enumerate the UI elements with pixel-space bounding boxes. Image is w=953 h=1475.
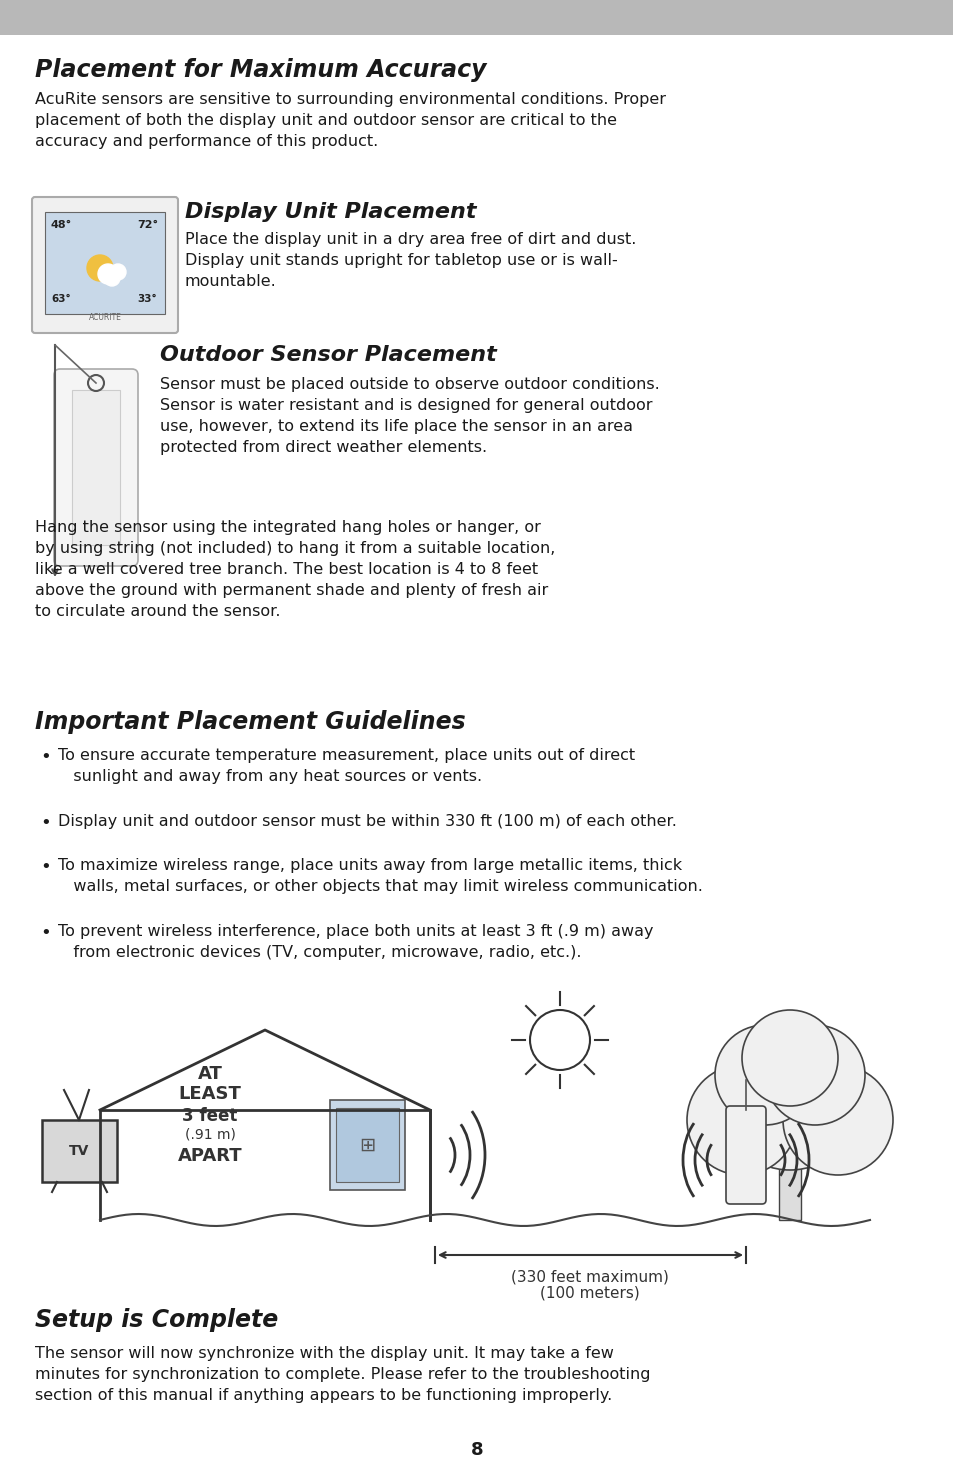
Circle shape — [686, 1065, 796, 1176]
Text: •: • — [40, 748, 51, 766]
Text: ⊞: ⊞ — [358, 1136, 375, 1155]
Text: To maximize wireless range, place units away from large metallic items, thick
  : To maximize wireless range, place units … — [58, 858, 702, 894]
Text: LEAST: LEAST — [178, 1086, 241, 1103]
Circle shape — [714, 1025, 814, 1125]
Text: The sensor will now synchronize with the display unit. It may take a few
minutes: The sensor will now synchronize with the… — [35, 1347, 650, 1403]
Bar — [779, 1140, 801, 1220]
Text: Setup is Complete: Setup is Complete — [35, 1308, 278, 1332]
Text: AT: AT — [197, 1065, 222, 1083]
Circle shape — [782, 1065, 892, 1176]
Bar — [42, 1120, 117, 1181]
Text: 33°: 33° — [137, 294, 156, 304]
Circle shape — [110, 264, 126, 280]
Text: ACURITE: ACURITE — [89, 313, 121, 322]
Circle shape — [87, 255, 112, 282]
Text: (.91 m): (.91 m) — [184, 1127, 235, 1142]
Circle shape — [720, 1030, 859, 1170]
Text: 3 feet: 3 feet — [182, 1108, 237, 1125]
Circle shape — [741, 1010, 837, 1106]
Text: Sensor must be placed outside to observe outdoor conditions.
Sensor is water res: Sensor must be placed outside to observe… — [160, 378, 659, 454]
Text: •: • — [40, 814, 51, 832]
Text: TV: TV — [69, 1145, 89, 1158]
Bar — [0, 0, 953, 35]
Text: To prevent wireless interference, place both units at least 3 ft (.9 m) away
   : To prevent wireless interference, place … — [58, 923, 653, 960]
Text: AcuRite sensors are sensitive to surrounding environmental conditions. Proper
pl: AcuRite sensors are sensitive to surroun… — [35, 91, 665, 149]
Text: •: • — [40, 923, 51, 943]
Text: Display unit and outdoor sensor must be within 330 ft (100 m) of each other.: Display unit and outdoor sensor must be … — [58, 814, 677, 829]
Text: To ensure accurate temperature measurement, place units out of direct
   sunligh: To ensure accurate temperature measureme… — [58, 748, 635, 785]
Bar — [330, 1100, 405, 1190]
Text: 63°: 63° — [51, 294, 71, 304]
Text: Outdoor Sensor Placement: Outdoor Sensor Placement — [160, 345, 497, 364]
Text: Hang the sensor using the integrated hang holes or hanger, or
by using string (n: Hang the sensor using the integrated han… — [35, 521, 555, 620]
Text: Placement for Maximum Accuracy: Placement for Maximum Accuracy — [35, 58, 486, 83]
Text: Important Placement Guidelines: Important Placement Guidelines — [35, 709, 465, 735]
Text: 72°: 72° — [137, 220, 158, 230]
Circle shape — [98, 264, 118, 285]
Bar — [71, 389, 120, 544]
Bar — [335, 1108, 398, 1181]
FancyBboxPatch shape — [725, 1106, 765, 1204]
Text: (100 meters): (100 meters) — [539, 1285, 639, 1299]
Text: Display Unit Placement: Display Unit Placement — [185, 202, 476, 223]
Text: 8: 8 — [470, 1441, 483, 1459]
Text: Place the display unit in a dry area free of dirt and dust.
Display unit stands : Place the display unit in a dry area fre… — [185, 232, 636, 289]
Text: •: • — [40, 858, 51, 876]
FancyBboxPatch shape — [54, 369, 138, 566]
Text: (330 feet maximum): (330 feet maximum) — [511, 1268, 668, 1285]
Circle shape — [764, 1025, 864, 1125]
Bar — [45, 212, 165, 314]
FancyBboxPatch shape — [32, 198, 178, 333]
Text: 48°: 48° — [51, 220, 72, 230]
Circle shape — [104, 270, 120, 286]
Text: APART: APART — [177, 1148, 242, 1165]
